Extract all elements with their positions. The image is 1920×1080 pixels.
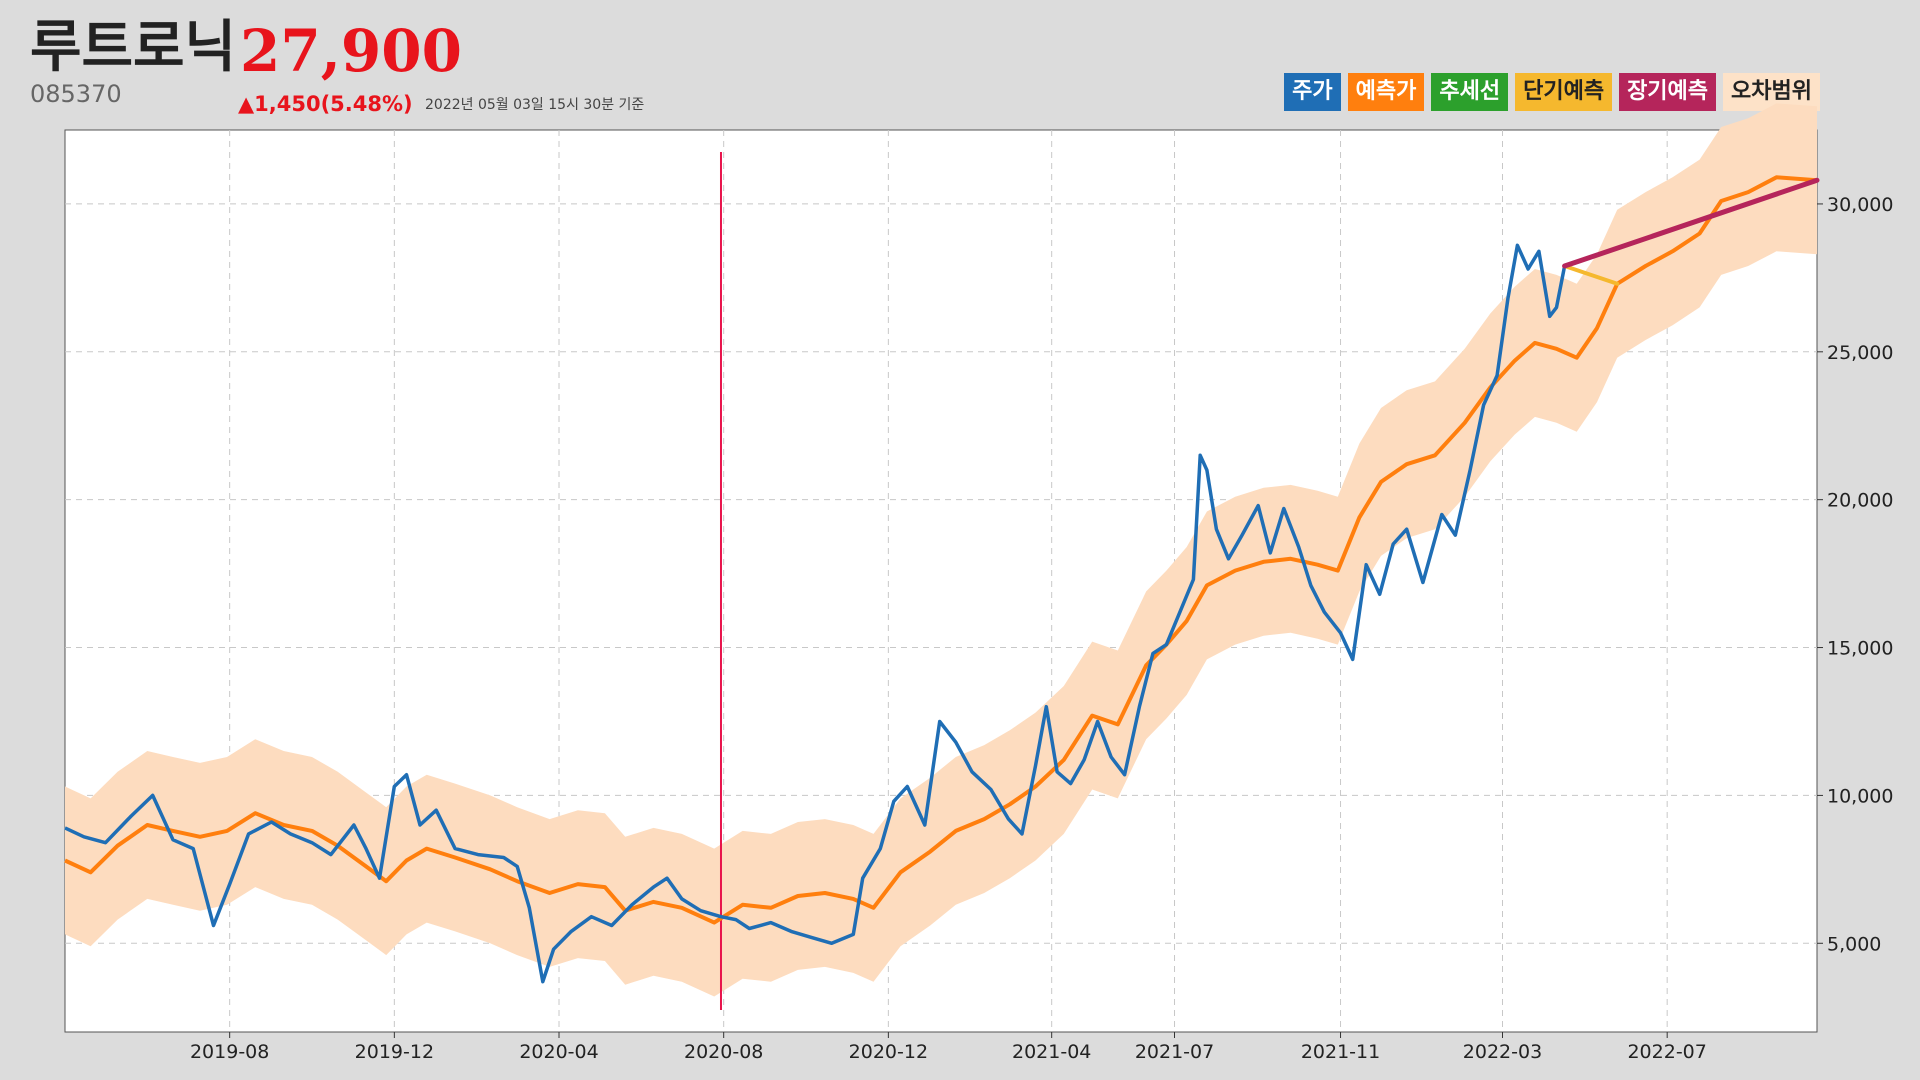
x-tick-label: 2020-04 [519,1041,598,1063]
price-line [64,243,1567,984]
y-tick-label: 10,000 [1827,785,1893,807]
y-tick-label: 30,000 [1827,194,1893,216]
current-price: 27,900 [240,17,462,85]
stock-name: 루트로닉 [30,15,237,80]
x-tick-label: 2021-11 [1301,1041,1380,1063]
prediction-line [64,175,1818,925]
x-tick-label: 2022-07 [1627,1041,1706,1063]
legend-short-term: 단기예측 [1515,73,1613,111]
legend-error-band: 오차범위 [1723,73,1820,111]
legend-price: 주가 [1284,73,1341,111]
x-tick-label: 2020-08 [684,1041,763,1063]
legend-trendline: 추세선 [1431,73,1509,111]
x-tick-label: 2022-03 [1463,1041,1542,1063]
x-tick-label: 2021-04 [1012,1041,1091,1063]
y-tick-label: 25,000 [1827,342,1893,364]
y-tick-label: 20,000 [1827,490,1893,512]
short-term-forecast-line [1562,264,1620,286]
legend-long-term: 장기예측 [1619,73,1717,111]
x-tick-label: 2020-12 [849,1041,928,1063]
x-tick-label: 2019-08 [190,1041,269,1063]
long-term-forecast-line [1562,177,1820,269]
legend-prediction: 예측가 [1347,73,1425,111]
error-band [65,103,1817,997]
y-tick-label: 5,000 [1827,933,1881,955]
y-tick-label: 15,000 [1827,638,1893,660]
y-axis-ticks: 5,000 10,000 15,000 20,000 25,000 30,000 [1817,194,1893,955]
timestamp: 2022년 05월 03일 15시 30분 기준 [425,97,645,113]
x-tick-label: 2021-07 [1135,1041,1214,1063]
stock-code: 085370 [30,80,122,108]
x-tick-label: 2019-12 [355,1041,434,1063]
price-change: ▲1,450(5.48%) [238,92,413,116]
x-axis-ticks: 2019-08 2019-12 2020-04 2020-08 2020-12 2021-… [190,1032,1707,1063]
chart-legend: 주가 예측가 추세선 단기예측 장기예측 오차범위 [1284,73,1820,111]
